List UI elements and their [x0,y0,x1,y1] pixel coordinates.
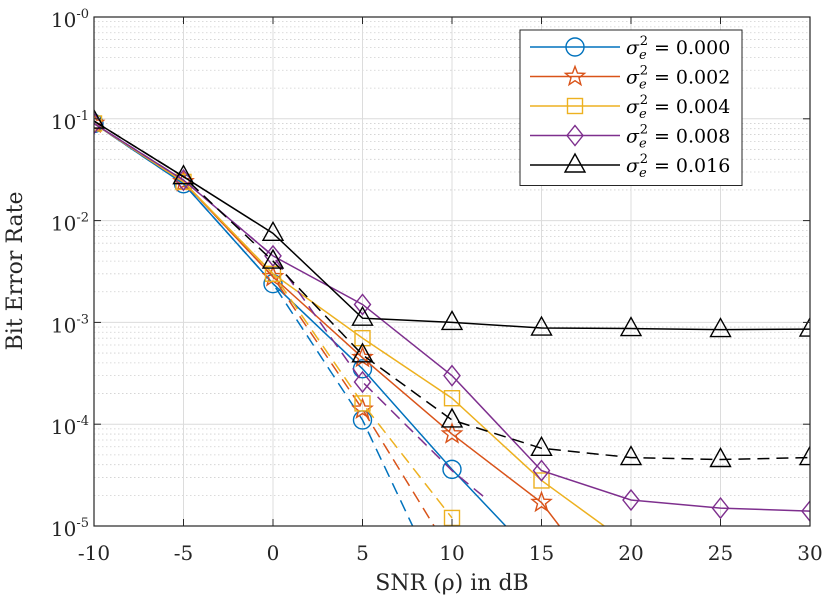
series-dashed-line [94,120,810,461]
series-solid-line [94,120,810,331]
legend-box [519,29,743,186]
marker-triangle [709,317,732,338]
x-tick-label: 30 [797,541,822,565]
marker-square [566,97,584,115]
y-tick-label: 10-2 [51,211,89,236]
marker-diamond [174,168,193,192]
legend-label: σe2 = 0.008 [626,123,730,152]
y-tick-label: 10-1 [51,109,89,134]
y-tick-label: 10-3 [51,312,89,337]
y-tick-label: 10-4 [51,414,89,439]
marker-diamond [443,364,461,387]
y-tick-label: 10-5 [51,516,89,541]
marker-diamond [801,500,810,523]
marker-triangle [261,220,285,242]
marker-star [440,422,464,444]
marker-triangle [261,248,285,269]
marker-square [443,390,461,407]
marker-diamond [353,370,372,394]
x-axis-label: SNR (ρ) in dB [375,571,528,596]
x-tick-label: 15 [529,541,554,565]
marker-triangle [798,316,810,337]
marker-square [354,395,371,412]
marker-triangle [440,309,464,331]
marker-triangle [351,342,374,363]
marker-star [563,64,587,87]
ticks: -10 -5 0 5 10 15 20 25 30 10-5 10-4 10-3 10-2 10-1 10-… [51,7,823,565]
marker-square [533,472,550,489]
x-tick-label: -10 [78,541,110,565]
marker-square [354,329,371,347]
legend-label: σe2 = 0.000 [626,34,730,63]
x-tick-label: 25 [708,541,733,565]
marker-star [530,490,553,513]
x-tick-label: 10 [439,541,464,565]
marker-diamond [622,488,640,512]
legend-label: σe2 = 0.016 [626,152,730,181]
marker-triangle [709,447,732,468]
marker-triangle [530,315,553,336]
series-clip-group [94,108,810,526]
series-layer [94,108,810,526]
marker-circle [94,113,104,134]
marker-diamond [711,496,730,520]
marker-triangle [172,164,195,185]
series-solid-line [94,122,810,512]
series-dashed-line [94,122,414,526]
marker-triangle [563,152,587,173]
y-tick-label: 10-0 [51,7,89,32]
marker-triangle [440,407,464,428]
marker-diamond [264,244,282,268]
legend-label: σe2 = 0.004 [626,93,730,122]
legend-label: σe2 = 0.002 [626,64,730,93]
marker-diamond [566,124,584,147]
marker-triangle [351,305,374,326]
marker-triangle [619,445,643,466]
marker-circle [442,459,462,480]
y-axis-label: Bit Error Rate [3,192,28,351]
x-tick-label: 5 [356,541,369,565]
marker-diamond [353,293,372,316]
x-tick-label: 20 [618,541,643,565]
marker-triangle [530,435,553,456]
marker-triangle [798,445,810,466]
marker-circle [565,37,585,57]
marker-triangle [619,316,643,337]
marker-diamond [532,459,551,482]
x-tick-label: 0 [267,541,280,565]
x-tick-label: -5 [174,541,193,565]
